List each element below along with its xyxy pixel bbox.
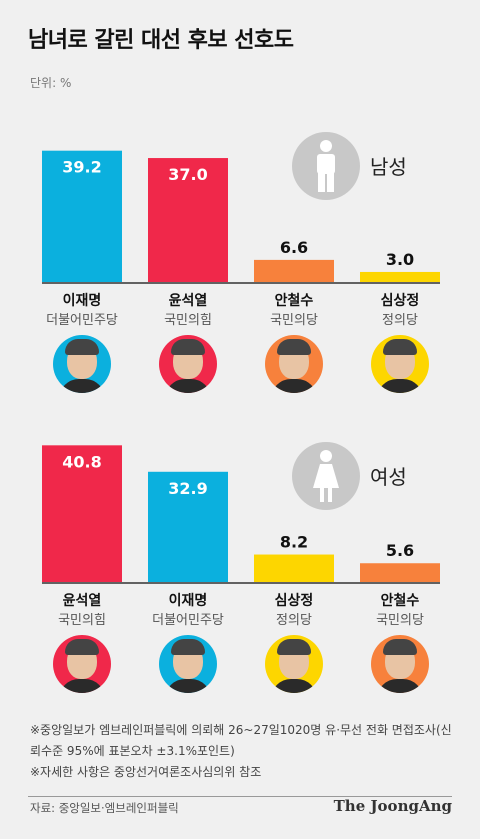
- bar: [148, 158, 228, 282]
- suit-shape: [377, 379, 423, 393]
- hair-shape: [65, 639, 99, 655]
- candidate-name: 이재명: [62, 293, 102, 309]
- suit-shape: [165, 679, 211, 693]
- bar-value-label: 32.9: [168, 479, 207, 498]
- bar-value-label: 5.6: [386, 541, 414, 560]
- bar-chart: 40.8 32.9 8.2 5.6 여성: [42, 442, 440, 584]
- party-name: 더불어민주당: [152, 613, 224, 628]
- brand-logo: The JoongAng: [333, 797, 452, 815]
- candidate-photo: [159, 335, 217, 393]
- party-name: 국민의당: [376, 613, 424, 628]
- bar: [360, 563, 440, 582]
- candidate-photo: [159, 635, 217, 693]
- suit-shape: [59, 679, 105, 693]
- suit-shape: [271, 679, 317, 693]
- chart-title: 남녀로 갈린 대선 후보 선호도: [28, 28, 294, 53]
- bar: [42, 445, 122, 582]
- hair-shape: [171, 339, 205, 355]
- hair-shape: [277, 639, 311, 655]
- candidate-name: 윤석열: [62, 593, 102, 609]
- bar-value-label: 40.8: [62, 452, 101, 471]
- gender-label: 남성: [370, 155, 407, 179]
- candidate-name: 안철수: [380, 593, 420, 609]
- footer-divider: [28, 796, 452, 797]
- bar-value-label: 8.2: [280, 533, 308, 552]
- bar-value-label: 39.2: [62, 158, 101, 177]
- gender-label: 여성: [370, 465, 407, 489]
- hair-shape: [65, 339, 99, 355]
- bar: [360, 271, 440, 282]
- candidate-photo: [265, 335, 323, 393]
- candidate-name: 심상정: [274, 593, 314, 609]
- party-name: 국민의힘: [58, 613, 106, 628]
- party-name: 국민의힘: [164, 313, 212, 328]
- survey-note: ※자세한 사항은 중앙선거여론조사심의위 참조: [30, 765, 262, 779]
- candidate-photo: [371, 335, 429, 393]
- survey-notes: ※중앙일보가 엠브레인퍼블릭에 의뢰해 26~27일1020명 유·무선 전화 …: [30, 720, 460, 783]
- suit-shape: [377, 679, 423, 693]
- candidate-photo: [53, 635, 111, 693]
- suit-shape: [165, 379, 211, 393]
- bar: [254, 554, 334, 582]
- party-name: 정의당: [382, 313, 418, 328]
- candidate-name: 심상정: [380, 293, 420, 309]
- bar: [148, 471, 228, 582]
- party-name: 국민의당: [270, 313, 318, 328]
- candidate-photo: [53, 335, 111, 393]
- hair-shape: [171, 639, 205, 655]
- candidate-photo: [265, 635, 323, 693]
- survey-note: ※중앙일보가 엠브레인퍼블릭에 의뢰해 26~27일1020명 유·무선 전화 …: [30, 723, 452, 758]
- bar-value-label: 6.6: [280, 238, 308, 257]
- source-text: 자료: 중앙일보·엠브레인퍼블릭: [30, 801, 179, 815]
- suit-shape: [59, 379, 105, 393]
- candidate-name: 윤석열: [168, 293, 208, 309]
- bar-value-label: 3.0: [386, 250, 414, 269]
- bar: [254, 259, 334, 282]
- bar: [42, 150, 122, 282]
- bar-chart: 39.2 37.0 6.6 3.0 남성: [42, 132, 440, 284]
- unit-label: 단위: %: [30, 76, 72, 90]
- party-name: 더불어민주당: [46, 313, 118, 328]
- male-icon: [292, 132, 360, 200]
- hair-shape: [277, 339, 311, 355]
- party-name: 정의당: [276, 613, 312, 628]
- hair-shape: [383, 639, 417, 655]
- female-icon: [292, 442, 360, 510]
- candidate-name: 안철수: [274, 293, 314, 309]
- candidate-photo: [371, 635, 429, 693]
- hair-shape: [383, 339, 417, 355]
- bar-value-label: 37.0: [168, 165, 207, 184]
- candidate-name: 이재명: [168, 593, 208, 609]
- suit-shape: [271, 379, 317, 393]
